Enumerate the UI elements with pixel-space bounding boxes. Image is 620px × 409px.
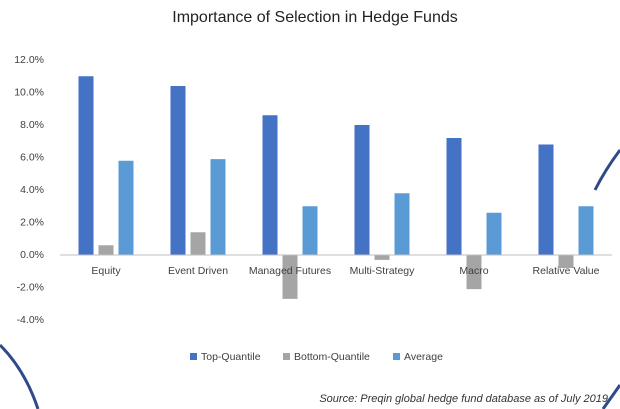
bar [190, 232, 206, 255]
x-tick-label: Multi-Strategy [350, 265, 416, 277]
bar [262, 115, 278, 255]
legend-swatch [190, 353, 197, 360]
legend-swatch [393, 353, 400, 360]
legend-swatch [283, 353, 290, 360]
bar [210, 159, 226, 255]
source-note: Source: Preqin global hedge fund databas… [319, 393, 608, 405]
bar [578, 206, 594, 255]
legend-label: Top-Quantile [201, 351, 261, 363]
bar [538, 144, 554, 255]
legend-label: Average [404, 351, 443, 363]
y-tick-label: 2.0% [20, 216, 44, 228]
decor-curve [593, 149, 620, 191]
x-tick-label: Event Driven [168, 265, 228, 277]
x-tick-label: Relative Value [533, 265, 600, 277]
y-tick-label: 10.0% [14, 86, 44, 98]
legend-label: Bottom-Quantile [294, 351, 370, 363]
chart-title: Importance of Selection in Hedge Funds [172, 9, 458, 26]
decor-curve [601, 384, 620, 409]
y-tick-label: -2.0% [17, 281, 44, 293]
bar [394, 193, 410, 255]
y-tick-label: 4.0% [20, 184, 44, 196]
bar [78, 76, 94, 255]
bar [486, 212, 502, 255]
y-tick-label: 0.0% [20, 249, 44, 261]
y-tick-label: -4.0% [17, 314, 44, 326]
y-tick-label: 6.0% [20, 151, 44, 163]
x-tick-label: Equity [91, 265, 121, 277]
bar [118, 160, 134, 255]
y-tick-label: 12.0% [14, 54, 44, 66]
bar [446, 138, 462, 255]
y-tick-label: 8.0% [20, 119, 44, 131]
bar [374, 255, 390, 260]
bar [354, 125, 370, 255]
bar [170, 86, 186, 255]
x-tick-label: Managed Futures [249, 265, 331, 277]
x-tick-label: Macro [459, 265, 488, 277]
bar [466, 255, 482, 290]
bar [558, 255, 574, 268]
decor-curve [0, 343, 40, 409]
bar [302, 206, 318, 255]
bar [98, 245, 114, 255]
bar [282, 255, 298, 299]
